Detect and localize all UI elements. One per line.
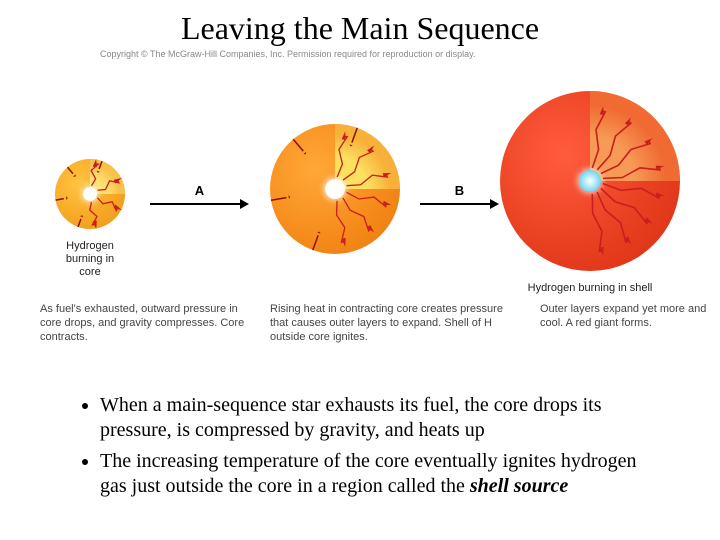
copyright-text: Copyright © The McGraw-Hill Companies, I… xyxy=(100,49,720,59)
stage-caption-0: As fuel's exhausted, outward pressure in… xyxy=(40,303,250,344)
stage-0: Hydrogen burning in core xyxy=(55,159,125,280)
arrow-head-icon xyxy=(240,199,249,209)
stage-caption-2: Outer layers expand yet more and cool. A… xyxy=(540,303,710,331)
bullet-1: The increasing temperature of the core e… xyxy=(100,449,660,499)
gravity-arrow-icon xyxy=(270,124,400,254)
stage-1 xyxy=(270,124,400,259)
arrow-head-icon xyxy=(490,199,499,209)
star-sphere xyxy=(270,124,400,254)
gravity-arrow-icon xyxy=(55,159,125,229)
stage-label: Hydrogen burning in core xyxy=(55,240,125,280)
bullet-0: When a main-sequence star exhausts its f… xyxy=(100,393,660,443)
star-sphere xyxy=(500,91,680,271)
stage-label: Hydrogen burning in shell xyxy=(500,282,680,295)
star-sphere xyxy=(55,159,125,229)
captions-row: As fuel's exhausted, outward pressure in… xyxy=(0,303,720,373)
stage-2: Hydrogen burning in shell xyxy=(500,91,680,295)
stage-caption-1: Rising heat in contracting core creates … xyxy=(270,303,520,344)
arrow-line xyxy=(150,203,240,205)
radiation-arrow-icon xyxy=(500,91,680,271)
arrow-label: A xyxy=(195,183,204,198)
arrow-label: B xyxy=(455,183,464,198)
transition-arrow-b: B xyxy=(420,199,499,209)
bullet-list: When a main-sequence star exhausts its f… xyxy=(0,393,720,499)
diagram-row: Hydrogen burning in core Hydrogen burning… xyxy=(0,69,720,299)
transition-arrow-a: A xyxy=(150,199,249,209)
arrow-line xyxy=(420,203,490,205)
page-title: Leaving the Main Sequence xyxy=(0,0,720,47)
